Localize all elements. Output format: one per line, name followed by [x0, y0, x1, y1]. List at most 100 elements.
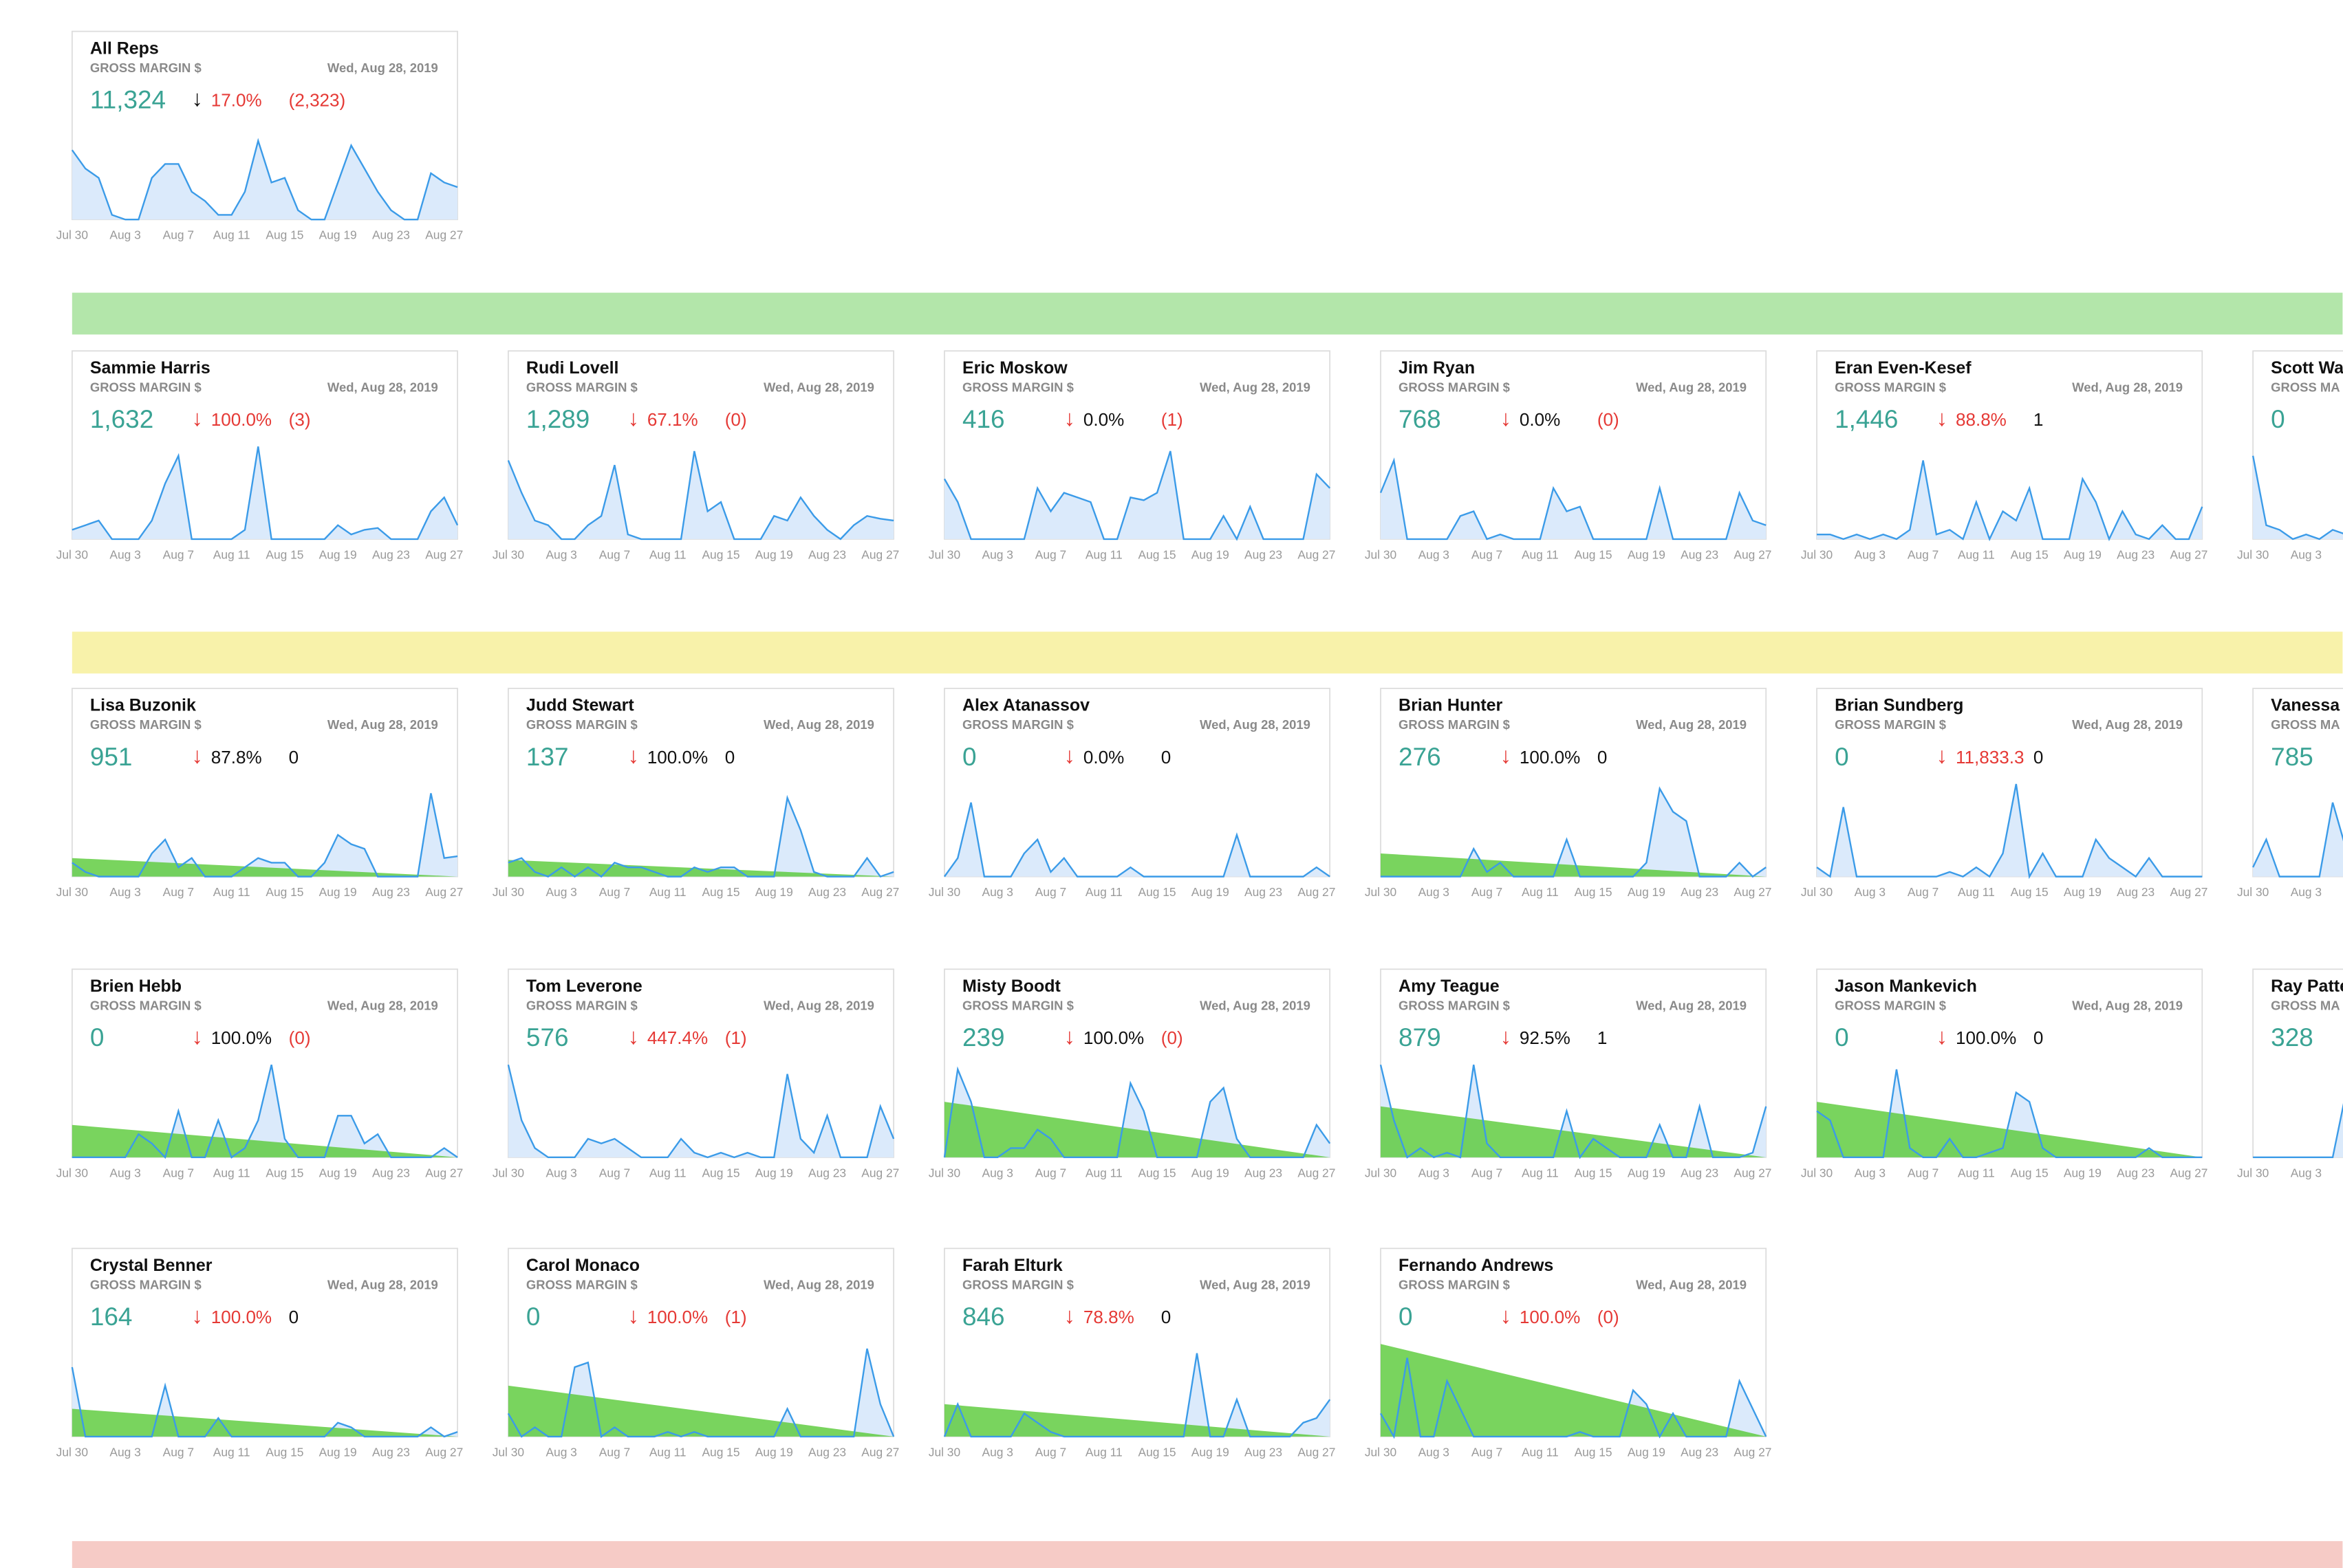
card	[1380, 688, 1767, 878]
x-tick-label: Aug 19	[319, 1166, 357, 1179]
x-tick-label: Aug 15	[702, 547, 739, 561]
card-title: All Reps	[90, 39, 159, 58]
metric-value: 768	[1399, 405, 1441, 433]
change-percent: 100.0%	[1083, 1027, 1144, 1048]
x-tick-label: Aug 27	[2170, 547, 2207, 561]
x-tick-label: Aug 23	[372, 1166, 410, 1179]
x-tick-label: Aug 27	[1734, 885, 1771, 899]
x-tick-label: Aug 23	[372, 1445, 410, 1459]
change-percent: 0.0%	[1083, 747, 1124, 767]
sparkline	[1380, 786, 1767, 878]
x-tick-label: Aug 3	[546, 547, 576, 561]
x-tick-label: Aug 11	[213, 547, 250, 561]
card-title: Jim Ryan	[1399, 358, 1475, 378]
x-tick-label: Aug 27	[1297, 1445, 1335, 1459]
x-tick-label: Aug 11	[1522, 1166, 1559, 1179]
date-label: Wed, Aug 28, 2019	[764, 998, 874, 1012]
metric-label: GROSS MARGIN $	[526, 717, 638, 732]
metric-value: 0	[2271, 405, 2285, 433]
x-tick-label: Aug 15	[1138, 1166, 1176, 1179]
x-tick-label: Aug 15	[702, 1445, 739, 1459]
x-tick-label: Aug 3	[109, 1166, 140, 1179]
section-bar-green	[72, 292, 2343, 335]
card-title: Brien Hebb	[90, 977, 182, 996]
x-tick-label: Aug 15	[1575, 1445, 1612, 1459]
x-tick-label: Aug 3	[1855, 547, 1886, 561]
x-tick-label: Jul 30	[493, 547, 524, 561]
x-tick-label: Aug 23	[372, 885, 410, 899]
x-tick-label: Aug 27	[425, 885, 463, 899]
metric-value: 0	[1835, 743, 1849, 771]
card-title: Ray Patte	[2271, 977, 2343, 996]
x-tick-label: Jul 30	[2237, 885, 2269, 899]
x-tick-label: Aug 19	[319, 228, 357, 242]
sparkline	[72, 446, 459, 541]
x-tick-label: Aug 7	[163, 547, 194, 561]
metric-value: 1,632	[90, 405, 153, 433]
x-tick-label: Aug 23	[2117, 547, 2155, 561]
trend-area	[1381, 853, 1767, 877]
x-tick-label: Aug 19	[1628, 885, 1665, 899]
x-tick-label: Aug 7	[1908, 547, 1939, 561]
card-title: Scott Wa	[2271, 358, 2343, 378]
change-arrow: ↓	[1064, 1303, 1075, 1328]
change-arrow: ↓	[1500, 743, 1511, 768]
x-tick-label: Aug 7	[1471, 885, 1502, 899]
x-tick-label: Aug 7	[163, 1445, 194, 1459]
card-title: Brian Sundberg	[1835, 696, 1963, 715]
sparkline	[1817, 460, 2203, 541]
change-arrow: ↓	[628, 406, 639, 431]
change-delta: (1)	[725, 1027, 747, 1048]
x-tick-label: Aug 23	[1244, 885, 1282, 899]
x-tick-label: Jul 30	[56, 1166, 88, 1179]
x-tick-label: Jul 30	[1801, 1166, 1833, 1179]
card-title: Tom Leverone	[526, 977, 643, 996]
change-delta: (0)	[725, 409, 747, 430]
sparkline	[1816, 783, 2203, 880]
x-tick-label: Aug 11	[649, 1166, 687, 1179]
x-tick-label: Jul 30	[929, 885, 960, 899]
sparkline	[507, 1348, 895, 1438]
x-tick-label: Aug 27	[861, 547, 899, 561]
x-tick-label: Aug 3	[1418, 885, 1449, 899]
metric-label: GROSS MA	[2271, 717, 2340, 732]
sparkline-area	[72, 793, 458, 877]
x-tick-label: Aug 27	[425, 1166, 463, 1179]
x-tick-label: Aug 23	[1681, 1445, 1718, 1459]
change-arrow: ↓	[1064, 1024, 1075, 1049]
metric-value: 785	[2271, 743, 2313, 771]
date-label: Wed, Aug 28, 2019	[1636, 380, 1747, 394]
x-tick-label: Aug 3	[1855, 1166, 1886, 1179]
x-tick-label: Jul 30	[56, 885, 88, 899]
x-tick-label: Aug 11	[649, 885, 687, 899]
change-delta: 0	[2033, 1027, 2044, 1048]
x-tick-label: Aug 27	[861, 1445, 899, 1459]
x-tick-label: Aug 11	[213, 1166, 250, 1179]
x-tick-label: Aug 11	[1086, 1445, 1123, 1459]
change-percent: 100.0%	[211, 1027, 272, 1048]
change-delta: (0)	[1597, 1307, 1619, 1327]
x-tick-label: Aug 7	[1908, 1166, 1939, 1179]
metric-label: GROSS MARGIN $	[90, 1277, 202, 1292]
x-tick-label: Aug 3	[546, 1445, 576, 1459]
x-tick-label: Aug 3	[982, 1166, 1013, 1179]
x-tick-label: Aug 19	[755, 885, 793, 899]
metric-value: 416	[962, 405, 1005, 433]
x-tick-label: Jul 30	[1365, 547, 1396, 561]
x-tick-label: Aug 11	[1086, 1166, 1123, 1179]
x-tick-label: Jul 30	[1365, 1445, 1396, 1459]
card-title: Fernando Andrews	[1399, 1256, 1553, 1275]
sparkline	[72, 1064, 458, 1159]
x-tick-label: Jul 30	[929, 1166, 960, 1179]
change-arrow: ↓	[1936, 406, 1947, 431]
section-bar-yellow	[72, 631, 2343, 674]
sparkline-area	[72, 1065, 458, 1157]
x-tick-label: Jul 30	[56, 1445, 88, 1459]
change-percent: 100.0%	[211, 1307, 272, 1327]
x-tick-label: Aug 27	[425, 228, 463, 242]
x-tick-label: Aug 19	[1628, 1445, 1665, 1459]
x-tick-label: Aug 11	[213, 885, 250, 899]
x-tick-label: Aug 19	[2064, 1166, 2102, 1179]
x-tick-label: Aug 23	[372, 547, 410, 561]
